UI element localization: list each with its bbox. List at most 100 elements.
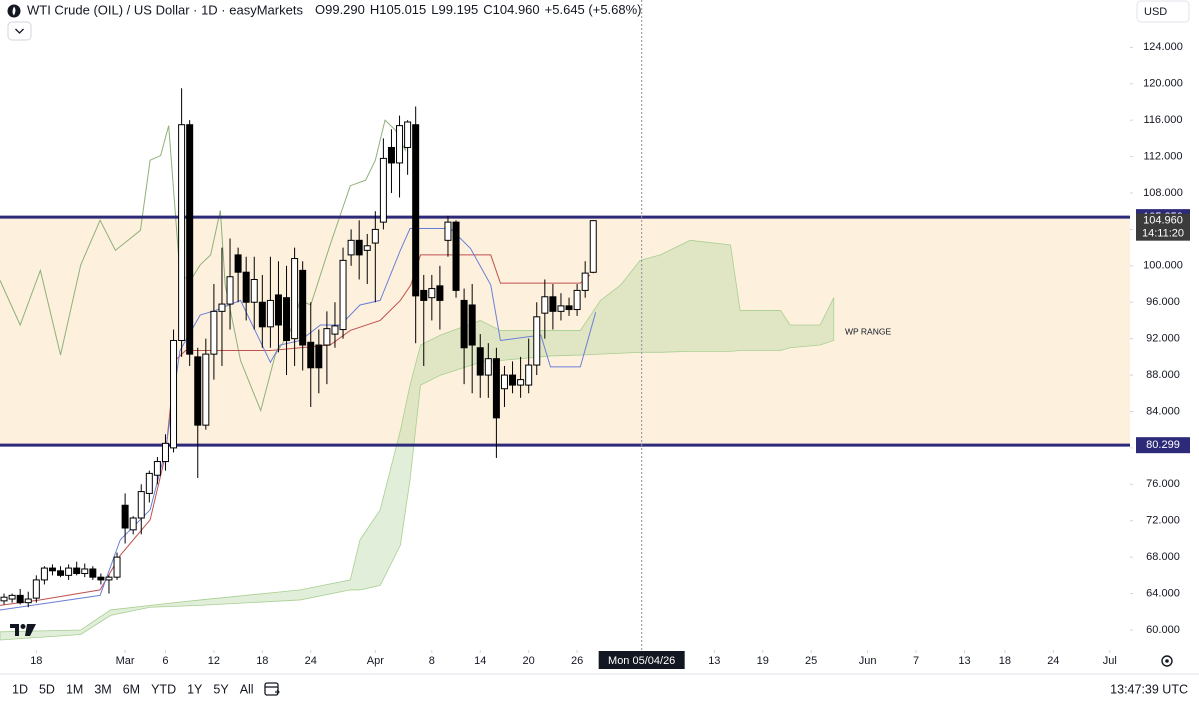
candle-body [299,269,307,346]
candle-body [565,305,573,311]
ohlc-value: L99.195 [431,2,478,17]
y-tick-label: 76.000 [1146,478,1180,490]
calendar-frame[interactable] [264,682,279,696]
candle-body [242,271,250,303]
range-button[interactable]: 1Y [187,682,203,696]
y-tick-label: 92.000 [1146,333,1180,345]
candle-body [178,124,186,341]
range-button[interactable]: 6M [123,682,140,696]
ohlc-value: C104.960 [483,2,539,17]
candle-body [73,567,81,575]
candle-body [250,278,258,303]
x-tick-label: 7 [913,655,919,667]
clock[interactable]: 13:47:39 UTC [1110,682,1188,696]
candle-body [307,341,315,369]
x-tick-label: 14 [474,655,486,667]
candle-body [549,296,557,312]
y-tick-label: 60.000 [1146,624,1180,636]
candle-body [355,239,363,256]
x-tick-label: 12 [208,655,220,667]
candle-body [121,504,129,529]
x-tick-label: 25 [805,655,817,667]
candle-body [420,289,428,301]
candle-body [589,220,597,273]
y-tick-label: 88.000 [1146,369,1180,381]
settings-icon[interactable] [1161,655,1173,667]
candle-body [557,305,565,312]
ohlc-value: H105.015 [370,2,426,17]
collapse-button[interactable] [7,21,32,41]
calendar-icon[interactable] [264,682,280,696]
candle-body [32,579,40,599]
range-button[interactable]: 3M [94,682,111,696]
candle-body [331,325,339,335]
candle-body [48,567,56,572]
ohlc-value: O99.290 [315,2,365,17]
candle-body [379,157,387,223]
candle-body [581,272,589,291]
chevron-icon [15,28,24,34]
candle-body [396,125,404,164]
x-tick-label: 8 [429,655,435,667]
bar-countdown: 14:11:20 [1142,228,1184,240]
range-toolbar: 1D 5D 1M 3M 6M YTD 1Y 5Y All [12,682,254,696]
candle-body [541,296,549,314]
y-tick-label: 100.000 [1143,260,1183,272]
currency-button[interactable] [1136,0,1190,23]
settings-icon-core [1165,659,1169,663]
ohlc-text: O99.290 H105.015 L99.195 C104.960 +5.645 (+5… [315,2,642,17]
candle-body [412,124,420,297]
candle-body [525,364,533,386]
candle-body [500,374,508,390]
candle-body [484,358,492,376]
candle-body [8,594,16,600]
candle-body [16,594,24,604]
candle-body [404,121,412,148]
candle-body [436,285,444,301]
ohlc-value: +5.645 (+5.68%) [545,2,642,17]
x-tick-label: 24 [305,655,317,667]
candle-body [202,353,210,426]
plot-area [0,0,1130,650]
ichimoku-cloud [0,239,835,641]
candle-body [492,358,500,419]
currency-label[interactable]: USD [1144,6,1167,18]
candle-body [113,556,121,578]
x-tick-label: 13 [708,655,720,667]
candle-body [258,301,266,328]
candle-body [315,344,323,369]
candle-body [40,567,48,581]
candle-body [210,310,218,355]
tv-logo [10,624,36,636]
x-tick-label: 26 [571,655,583,667]
y-tick-label: 112.000 [1144,150,1183,162]
candle-body [387,146,395,164]
candle-body [347,239,355,256]
candle-body [234,254,242,273]
candle-body [129,517,137,531]
x-tick-label: 19 [757,655,769,667]
range-button[interactable]: All [240,682,254,696]
range-button[interactable]: 5D [39,682,55,696]
x-tick-label: 13 [958,655,970,667]
candle-body [226,276,234,305]
crosshair-label-box [598,651,685,669]
range-button[interactable]: 5Y [213,682,229,696]
range-button[interactable]: 1D [12,682,28,696]
y-tick-label: 120.000 [1143,78,1183,90]
candle-body [153,461,161,476]
candle-body [97,576,105,581]
symbol-title[interactable]: WTI Crude (OIL) / US Dollar · 1D · easyM… [27,2,303,17]
candle-body [444,221,452,241]
range-button[interactable]: YTD [151,682,176,696]
tv-logo-part [10,624,19,636]
tv-logo-part [20,624,26,629]
x-tick-label: 18 [999,655,1011,667]
candle-body [371,228,379,244]
candle-body [0,596,8,602]
candle-body [291,258,299,340]
range-button[interactable]: 1M [66,682,83,696]
candle-body [81,568,89,575]
